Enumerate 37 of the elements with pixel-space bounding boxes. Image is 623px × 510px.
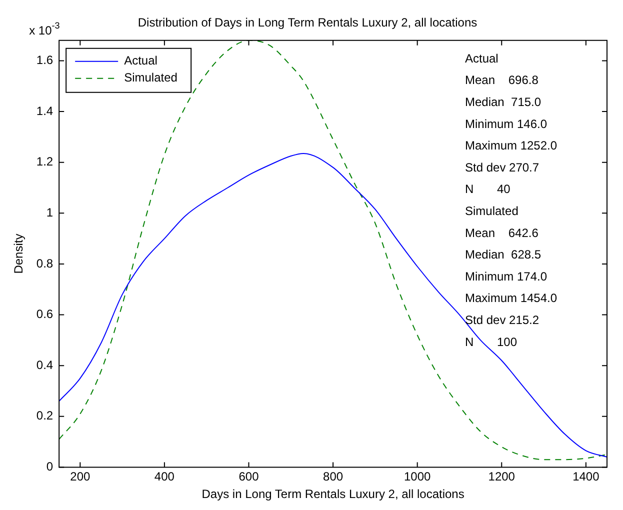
annotation: Median 628.5 (465, 248, 542, 262)
y-tick-label: 1.2 (36, 154, 54, 169)
legend-label: Actual (124, 54, 158, 68)
x-tick-label: 1200 (488, 470, 516, 484)
annotation: N 40 (465, 182, 511, 196)
y-tick-label: 1 (46, 205, 54, 220)
annotation: Median 715.0 (465, 95, 542, 109)
annotation: Mean 696.8 (465, 73, 539, 88)
annotation: N 100 (465, 334, 518, 349)
y-tick-label: 0 (46, 460, 54, 474)
x-tick-label: 400 (154, 470, 175, 484)
x-tick-label: 800 (323, 470, 344, 484)
annotation: Std dev 270.7 (465, 160, 540, 174)
x-tick-label: 600 (238, 470, 260, 484)
x-tick-label: 1400 (572, 470, 600, 484)
y-tick-label: 0.2 (36, 408, 54, 423)
line-series (59, 40, 607, 460)
annotation: Actual (465, 51, 498, 66)
annotation: Minimum 146.0 (465, 116, 548, 131)
legend-label: Simulated (124, 70, 178, 85)
y-tick-label: 1.6 (36, 53, 54, 68)
line-series (59, 152, 607, 458)
y-tick-label: 0.6 (36, 307, 54, 322)
y-axis-title: Density (12, 234, 26, 274)
x-tick-label: 1000 (404, 470, 432, 484)
x-tick-label: 200 (70, 470, 90, 484)
y-tick-label: 0.4 (36, 358, 54, 372)
annotation: Simulated (465, 204, 518, 218)
chart-title: Distribution of Days in Long Term Rentals Luxury 2, all locations (138, 16, 478, 30)
x-axis-title: Days in Long Term Rentals Luxury 2, all locations (202, 487, 464, 502)
annotation: Std dev 215.2 (465, 313, 540, 327)
annotation: Minimum 174.0 (465, 269, 548, 284)
annotation: Maximum 1252.0 (465, 138, 558, 153)
y-tick-label: 0.8 (36, 256, 54, 270)
annotation: Mean 642.6 (465, 226, 539, 240)
annotation: Maximum 1454.0 (465, 291, 558, 306)
y-tick-label: 1.4 (36, 104, 54, 118)
